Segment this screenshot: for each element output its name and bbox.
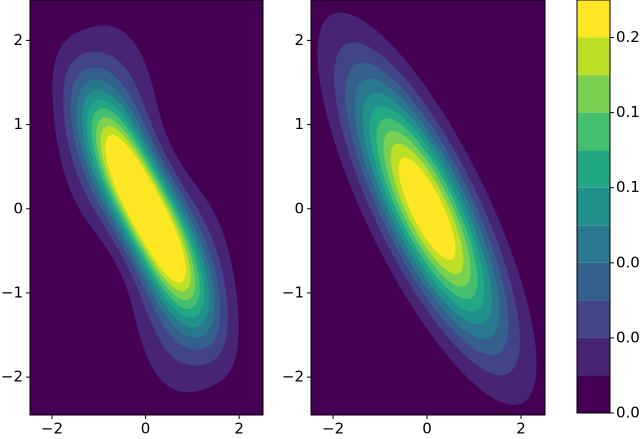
colorbar-band	[577, 262, 610, 301]
colorbar-band	[577, 150, 610, 188]
y-tick-label: 1	[294, 115, 304, 133]
plot-area	[30, 0, 263, 415]
x-tick-label: −2	[41, 420, 63, 436]
colorbar-band	[577, 300, 610, 338]
colorbar-tick-label: 0.12	[616, 178, 640, 196]
colorbar-band	[577, 112, 610, 151]
plot-area	[311, 0, 545, 415]
colorbar-band	[577, 337, 610, 376]
colorbar-band	[577, 0, 610, 38]
x-tick-label: 2	[234, 420, 244, 436]
contour-band	[105, 134, 186, 283]
x-tick-label: −2	[322, 420, 344, 436]
x-tick-label: 2	[516, 420, 526, 436]
y-tick-label: 1	[13, 115, 23, 133]
y-tick-label: 0	[294, 199, 304, 217]
colorbar-band	[577, 187, 610, 226]
colorbar-tick-label: 0.20	[616, 28, 640, 46]
colorbar-tick-label: 0.16	[616, 103, 640, 121]
colorbar-band	[577, 75, 610, 113]
y-tick-label: −2	[282, 368, 304, 386]
y-tick-label: 0	[13, 199, 23, 217]
colorbar-tick-label: 0.08	[616, 253, 640, 271]
axes-frame	[29, 0, 264, 416]
colorbar-tick-label: 0.04	[616, 328, 640, 346]
colorbar-tick-label: 0.00	[616, 404, 640, 422]
y-tick-label: 2	[294, 31, 304, 49]
x-tick-label: 0	[141, 420, 151, 436]
axes-frame	[310, 0, 546, 416]
x-tick-label: 0	[422, 420, 432, 436]
colorbar-band	[577, 37, 610, 76]
colorbar-band	[577, 375, 610, 413]
contour-band	[398, 157, 456, 260]
y-tick-label: −2	[1, 368, 23, 386]
colorbar-band	[577, 225, 610, 263]
y-tick-label: −1	[1, 283, 23, 301]
colorbar-frame	[576, 0, 611, 414]
y-tick-label: −1	[282, 283, 304, 301]
y-tick-label: 2	[13, 31, 23, 49]
